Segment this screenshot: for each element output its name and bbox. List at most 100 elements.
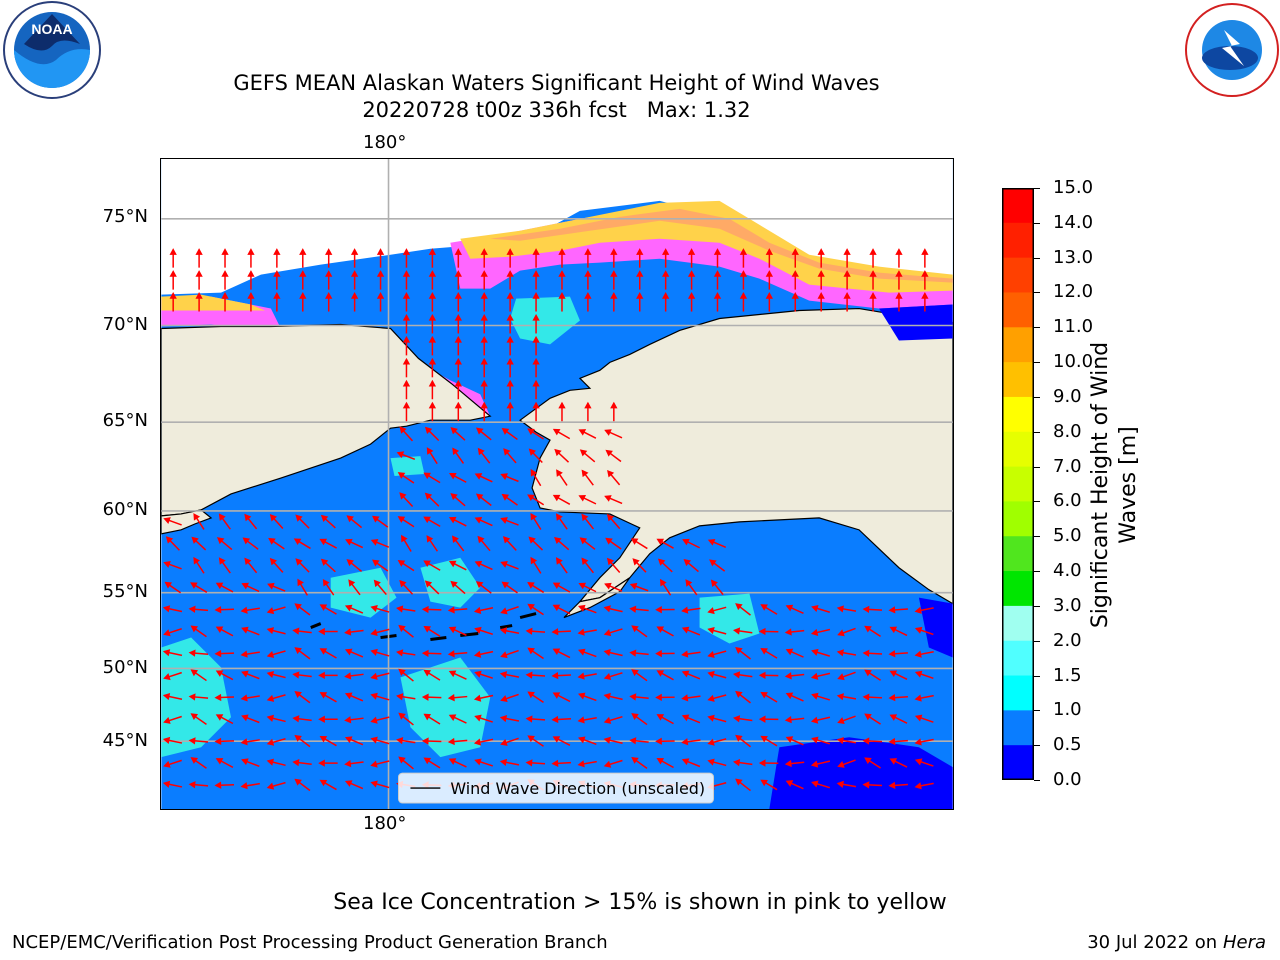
wind-wave-arrowhead <box>527 691 535 699</box>
wind-wave-arrowhead <box>163 517 171 524</box>
wind-wave-arrowhead <box>656 626 665 633</box>
wind-wave-arrowhead <box>269 557 277 566</box>
colorbar-swatch <box>1002 362 1034 398</box>
wind-wave-arrowhead <box>240 650 248 658</box>
wind-wave-arrowhead <box>501 493 510 501</box>
wind-wave-arrowhead <box>240 606 248 614</box>
wind-wave-arrowhead <box>862 693 870 701</box>
wind-wave-arrowhead <box>221 270 229 277</box>
wind-wave-arrowhead <box>578 736 586 744</box>
wind-wave-arrowhead <box>399 579 407 588</box>
wind-wave-arrowhead <box>606 557 615 566</box>
wind-wave-arrowhead <box>527 428 535 436</box>
wind-wave-arrowhead <box>657 558 666 566</box>
wind-wave-arrowhead <box>426 535 434 543</box>
wind-wave-arrowhead <box>218 513 226 521</box>
wind-wave-arrowhead <box>843 270 851 277</box>
wind-wave-arrowhead <box>190 625 199 633</box>
wind-wave-arrowhead <box>370 672 378 680</box>
wind-wave-arrowhead <box>299 292 307 299</box>
wind-wave-arrowhead <box>266 714 275 722</box>
wind-wave-arrowhead <box>503 448 511 456</box>
colorbar <box>1002 188 1034 780</box>
wind-wave-arrowhead <box>370 780 378 788</box>
wind-wave-arrowhead <box>707 738 715 746</box>
wind-wave-arrowhead <box>424 580 433 588</box>
wind-wave-arrowhead <box>169 248 177 255</box>
wind-wave-arrowhead <box>428 313 437 321</box>
wind-wave-arrowhead <box>473 738 482 746</box>
wind-wave-arrowhead <box>266 738 275 746</box>
wind-wave-arrowhead <box>558 292 566 299</box>
wind-wave-arrowhead <box>215 758 224 765</box>
wind-wave-arrowhead <box>451 535 459 543</box>
wind-wave-arrowhead <box>532 357 540 365</box>
wind-wave-arrowhead <box>889 758 898 765</box>
wind-wave-arrowhead <box>843 248 851 255</box>
wind-wave-arrowhead <box>506 379 514 387</box>
wind-wave-arrowhead <box>294 691 302 698</box>
wind-wave-arrowhead <box>604 495 612 502</box>
wind-wave-arrowhead <box>454 379 462 387</box>
colorbar-swatch <box>1002 396 1034 433</box>
wind-wave-arrowhead <box>525 627 533 635</box>
colorbar-tick <box>1034 605 1040 607</box>
wind-wave-arrowhead <box>636 292 644 299</box>
wind-wave-arrowhead <box>577 628 585 636</box>
wind-wave-arrowhead <box>397 472 406 479</box>
wind-wave-arrowhead <box>501 581 510 589</box>
wind-wave-arrowhead <box>864 669 872 677</box>
wind-wave-arrowhead <box>218 557 226 565</box>
wind-wave-arrowhead <box>376 248 385 255</box>
lat-label-50: 50°N <box>102 657 148 678</box>
wind-wave-arrowhead <box>895 270 903 277</box>
wind-wave-arrowhead <box>758 671 766 679</box>
wind-wave-arrowhead <box>266 694 275 702</box>
wind-wave-arrowhead <box>214 649 222 658</box>
wind-wave-arrowhead <box>577 760 585 768</box>
map-panel: Wind Wave Direction (unscaled) <box>160 158 954 810</box>
colorbar-tick <box>1034 675 1040 677</box>
wind-wave-arrowhead <box>214 693 222 702</box>
wind-wave-arrowhead <box>577 672 585 680</box>
wind-wave-arrowhead <box>739 248 748 255</box>
wind-wave-arrowhead <box>914 650 922 658</box>
wind-wave-arrowhead <box>603 716 612 724</box>
wind-wave-arrowhead <box>402 270 411 277</box>
colorbar-tick <box>1034 188 1040 189</box>
wind-wave-arrowhead <box>532 313 540 321</box>
wind-wave-arrowhead <box>344 672 352 680</box>
wind-wave-arrowhead <box>448 626 457 634</box>
wind-wave-arrowhead <box>448 714 457 721</box>
wind-wave-arrowhead <box>319 735 328 743</box>
wind-wave-arrowhead <box>552 736 561 743</box>
wind-wave-arrowhead <box>579 449 588 457</box>
wind-wave-arrowhead <box>318 715 325 723</box>
wind-wave-arrowhead <box>370 736 378 744</box>
wind-wave-arrowhead <box>578 429 587 436</box>
wave-patch-pacific-central <box>400 657 491 758</box>
lat-label-65: 65°N <box>102 410 148 431</box>
wind-wave-arrowhead <box>758 759 766 767</box>
colorbar-tick <box>1034 536 1040 538</box>
wind-wave-arrowhead <box>320 558 329 566</box>
wind-wave-arrowhead <box>216 537 225 545</box>
svg-text:NOAA: NOAA <box>31 21 72 37</box>
wind-wave-arrowhead <box>921 248 929 255</box>
wind-wave-arrowhead <box>765 270 773 277</box>
wind-wave-arrowhead <box>215 626 224 633</box>
wind-wave-arrowhead <box>164 581 173 589</box>
wind-wave-arrowhead <box>556 469 563 477</box>
wind-wave-arrowhead <box>655 649 662 658</box>
wind-wave-arrowhead <box>707 670 715 678</box>
wind-wave-arrowhead <box>376 270 385 277</box>
colorbar-tick-label: 8.0 <box>1053 420 1082 442</box>
wind-wave-arrowhead <box>532 270 540 277</box>
wind-wave-arrowhead <box>760 604 768 611</box>
wind-wave-arrowhead <box>578 648 586 656</box>
wind-wave-arrowhead <box>506 248 514 255</box>
wind-wave-arrowhead <box>817 248 825 255</box>
wind-wave-arrowhead <box>242 537 251 545</box>
wind-wave-arrowhead <box>190 582 198 589</box>
wind-wave-arrowhead <box>396 649 404 657</box>
